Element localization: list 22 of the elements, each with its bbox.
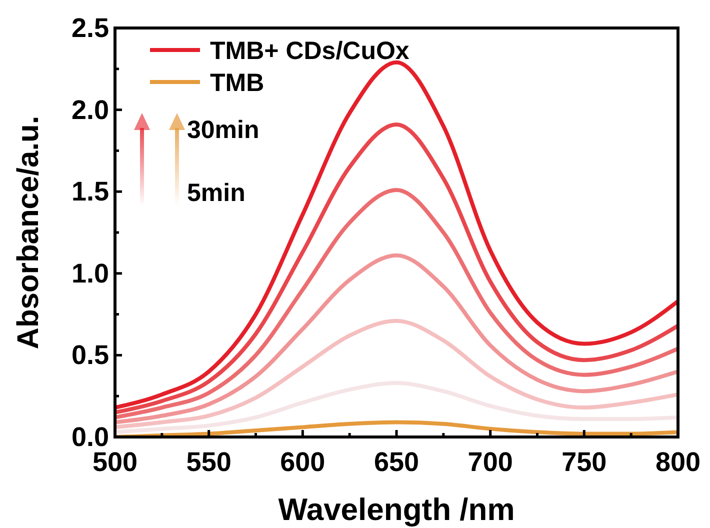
line-series — [115, 253, 678, 424]
x-tick-label: 700 — [468, 447, 513, 477]
y-tick-label: 1.0 — [71, 258, 109, 288]
line-series — [115, 381, 678, 434]
x-axis-title: Wavelength /nm — [278, 492, 515, 527]
y-tick-label: 2.5 — [71, 13, 109, 43]
annotation: 30min — [187, 116, 260, 144]
legend-label: TMB+ CDs/CuOx — [210, 37, 410, 65]
x-tick-label: 800 — [655, 447, 701, 477]
annotation: 5min — [187, 179, 246, 207]
x-tick-label: 750 — [562, 447, 607, 477]
x-tick-label: 600 — [280, 447, 326, 477]
line-series — [115, 420, 678, 437]
x-tick-label: 550 — [186, 447, 232, 477]
x-tick-label: 650 — [374, 447, 420, 477]
y-tick-label: 2.0 — [71, 94, 109, 125]
y-axis-title: Absorbance/a.u. — [12, 116, 45, 350]
y-tick-label: 1.5 — [71, 176, 109, 207]
line-series — [115, 60, 678, 410]
y-tick-label: 0.5 — [71, 340, 109, 370]
legend-label: TMB — [210, 69, 264, 97]
line-series — [115, 318, 678, 430]
